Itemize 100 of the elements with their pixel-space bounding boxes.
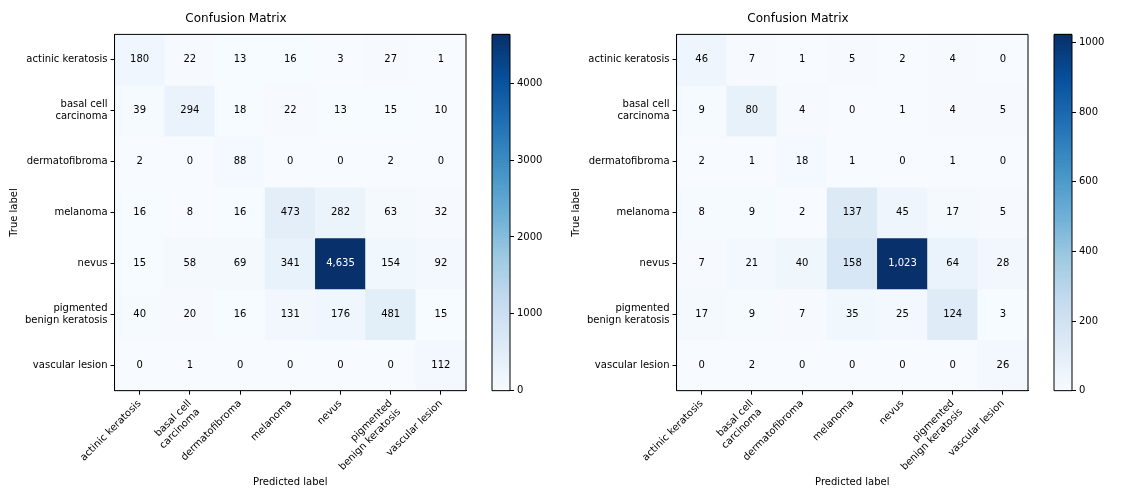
chart-title: Confusion Matrix [185, 11, 287, 26]
data-label: 473 [280, 206, 300, 218]
y-tick-label: pigmented benign keratosis [587, 301, 670, 325]
data-label: 27 [384, 53, 398, 65]
data-label: 481 [381, 307, 401, 319]
data-label: 5 [849, 53, 856, 65]
y-axis-title: True label [569, 188, 581, 238]
data-label: 8 [186, 206, 194, 218]
data-label: 1 [949, 155, 956, 167]
data-label: 26 [996, 358, 1010, 370]
data-label: 28 [996, 257, 1010, 269]
color-bar-label: 400 [1079, 244, 1099, 256]
data-label: 13 [334, 104, 347, 116]
color-bar-label: 800 [1079, 105, 1099, 117]
data-label: 58 [183, 257, 197, 269]
data-label: 16 [233, 307, 247, 319]
data-label: 1 [899, 104, 906, 116]
data-label: 17 [946, 206, 960, 218]
color-bar-label: 0 [1079, 384, 1086, 396]
data-label: 4 [949, 104, 956, 116]
data-label: 21 [745, 257, 759, 269]
data-label: 20 [183, 307, 197, 319]
x-axis-title: Predicted label [815, 475, 890, 487]
x-axis-title: Predicted label [253, 475, 328, 487]
data-label: 0 [899, 358, 906, 370]
data-label: 1 [849, 155, 856, 167]
data-label: 9 [748, 307, 756, 319]
data-label: 0 [798, 358, 806, 370]
data-label: 7 [698, 257, 705, 269]
data-label: 9 [748, 206, 756, 218]
data-label: 0 [287, 358, 294, 370]
color-bar-label: 200 [1079, 314, 1099, 326]
y-tick-label: pigmented benign keratosis [25, 301, 108, 325]
data-label: 39 [133, 104, 147, 116]
data-label: 124 [943, 307, 963, 319]
data-label: 4 [798, 104, 806, 116]
y-tick-label: melanoma [616, 206, 670, 218]
data-label: 15 [384, 104, 398, 116]
data-label: 2 [899, 53, 906, 65]
data-label: 0 [387, 358, 394, 370]
data-label: 17 [695, 307, 709, 319]
data-label: 154 [381, 257, 401, 269]
data-label: 1,023 [888, 257, 917, 269]
color-bar-label: 600 [1079, 175, 1099, 187]
y-tick-label: vascular lesion [594, 358, 670, 370]
data-label: 4,635 [326, 257, 355, 269]
data-label: 2 [698, 155, 705, 167]
data-label: 22 [283, 104, 297, 116]
data-label: 22 [183, 53, 197, 65]
data-label: 10 [434, 104, 448, 116]
y-tick-label: actinic keratosis [588, 53, 670, 65]
data-label: 1 [186, 358, 194, 370]
data-label: 80 [745, 104, 759, 116]
data-label: 45 [896, 206, 909, 218]
data-label: 15 [133, 257, 147, 269]
color-bar-label: 0 [517, 384, 524, 396]
color-bar-label: 3000 [517, 153, 543, 165]
data-label: 40 [795, 257, 809, 269]
y-tick-label: vascular lesion [32, 358, 108, 370]
data-label: 7 [798, 307, 806, 319]
y-tick-label: actinic keratosis [26, 53, 108, 65]
data-label: 2 [387, 155, 394, 167]
data-label: 9 [698, 104, 705, 116]
data-label: 131 [280, 307, 300, 319]
data-label: 5 [999, 104, 1007, 116]
data-label: 25 [896, 307, 909, 319]
data-label: 0 [186, 155, 194, 167]
y-tick-label: nevus [77, 257, 108, 269]
data-label: 137 [842, 206, 862, 218]
data-label: 5 [999, 206, 1007, 218]
color-bar-label: 1000 [1079, 36, 1105, 47]
data-label: 0 [849, 358, 856, 370]
y-axis-title: True label [7, 188, 19, 238]
data-label: 69 [233, 257, 247, 269]
data-label: 16 [233, 206, 247, 218]
data-label: 2 [748, 358, 756, 370]
y-tick-label: basal cell carcinoma [617, 98, 670, 122]
data-label: 88 [233, 155, 247, 167]
data-label: 0 [337, 155, 344, 167]
data-label: 8 [698, 206, 705, 218]
data-label: 16 [133, 206, 147, 218]
data-label: 0 [337, 358, 344, 370]
y-tick-label: dermatofibroma [588, 155, 670, 167]
data-label: 1 [798, 53, 806, 65]
data-label: 294 [180, 104, 200, 116]
data-label: 0 [899, 155, 906, 167]
data-label: 63 [384, 206, 398, 218]
data-label: 4 [949, 53, 956, 65]
data-label: 3 [337, 53, 344, 65]
data-label: 18 [233, 104, 247, 116]
data-label: 0 [999, 155, 1007, 167]
data-label: 64 [946, 257, 960, 269]
data-label: 35 [845, 307, 859, 319]
data-label: 158 [842, 257, 862, 269]
color-bar-label: 4000 [517, 76, 543, 88]
data-label: 282 [330, 206, 351, 218]
data-label: 2 [798, 206, 806, 218]
data-label: 16 [283, 53, 297, 65]
data-label: 0 [136, 358, 143, 370]
data-label: 1 [748, 155, 756, 167]
